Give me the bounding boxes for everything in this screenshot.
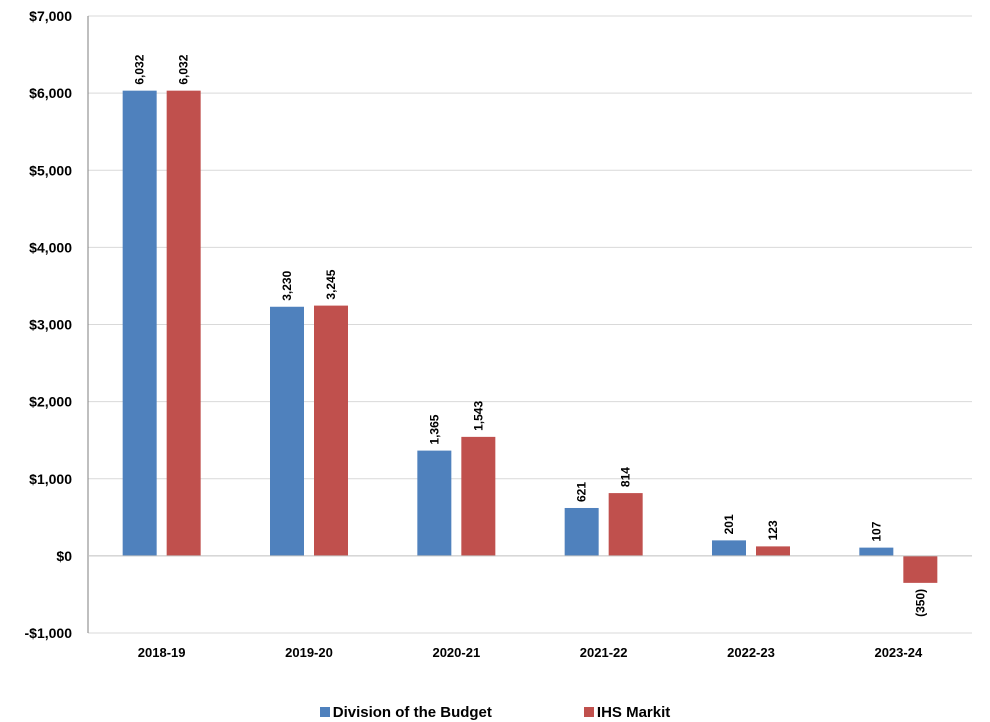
data-label: 107 xyxy=(869,521,883,541)
bar-division-of-the-budget xyxy=(564,507,599,556)
y-tick-label: -$1,000 xyxy=(25,625,73,641)
y-tick-label: $2,000 xyxy=(29,394,72,410)
data-label: 1,365 xyxy=(427,414,441,444)
y-tick-label: $4,000 xyxy=(29,239,72,255)
legend-label: Division of the Budget xyxy=(332,703,492,721)
data-label: (350) xyxy=(913,589,927,617)
data-label: 1,543 xyxy=(471,401,485,431)
x-tick-label: 2023-24 xyxy=(874,645,922,660)
y-tick-label: $1,000 xyxy=(29,471,72,487)
legend: Division of the Budget IHS Markit xyxy=(0,702,990,722)
y-axis-ticks: $7,000 $6,000 $5,000 $4,000 $3,000 $2,000 $1,0… xyxy=(25,8,73,641)
bar-ihs-markit xyxy=(461,436,496,556)
legend-item-division-of-the-budget: Division of the Budget xyxy=(319,703,492,721)
chart: $7,000 $6,000 $5,000 $4,000 $3,000 $2,000 $1,0… xyxy=(25,8,972,660)
bar-division-of-the-budget xyxy=(270,306,304,556)
bar-division-of-the-budget xyxy=(122,90,157,556)
data-label: 201 xyxy=(722,514,736,534)
bar-ihs-markit xyxy=(756,546,790,556)
legend-item-ihs-markit: IHS Markit xyxy=(583,703,671,721)
legend-swatch-blue xyxy=(319,707,330,717)
grid-lines xyxy=(88,15,972,634)
y-tick-label: $7,000 xyxy=(29,8,72,24)
data-label: 3,245 xyxy=(324,269,338,299)
y-tick-label: $5,000 xyxy=(29,162,72,178)
bar-division-of-the-budget xyxy=(417,450,452,556)
bar-division-of-the-budget xyxy=(859,547,894,556)
y-tick-label: $3,000 xyxy=(29,317,72,333)
bar-ihs-markit xyxy=(166,90,201,556)
x-tick-label: 2019-20 xyxy=(285,645,333,660)
x-tick-label: 2021-22 xyxy=(580,645,628,660)
data-label: 123 xyxy=(766,520,780,540)
bar-division-of-the-budget xyxy=(712,540,746,556)
x-tick-label: 2022-23 xyxy=(727,645,775,660)
axes xyxy=(87,16,972,633)
x-tick-label: 2018-19 xyxy=(138,645,186,660)
x-axis-ticks: 2018-19 2019-20 2020-21 2021-22 2022-23 2023-… xyxy=(138,645,923,660)
x-tick-label: 2020-21 xyxy=(432,645,480,660)
data-label: 6,032 xyxy=(133,54,147,84)
bar-ihs-markit xyxy=(608,493,643,556)
data-label: 621 xyxy=(575,482,589,502)
bar-ihs-markit xyxy=(314,305,348,556)
data-label: 6,032 xyxy=(177,54,191,84)
data-label: 3,230 xyxy=(280,270,294,300)
bars xyxy=(122,90,938,583)
y-tick-label: $0 xyxy=(56,548,72,564)
y-tick-label: $6,000 xyxy=(29,85,72,101)
data-labels: 6,032 6,032 3,230 3,245 1,365 1,543 621 814 201 1… xyxy=(133,54,928,617)
legend-label: IHS Markit xyxy=(596,703,671,721)
legend-swatch-red xyxy=(583,707,594,717)
bar-ihs-markit xyxy=(903,555,938,583)
data-label: 814 xyxy=(619,467,633,487)
